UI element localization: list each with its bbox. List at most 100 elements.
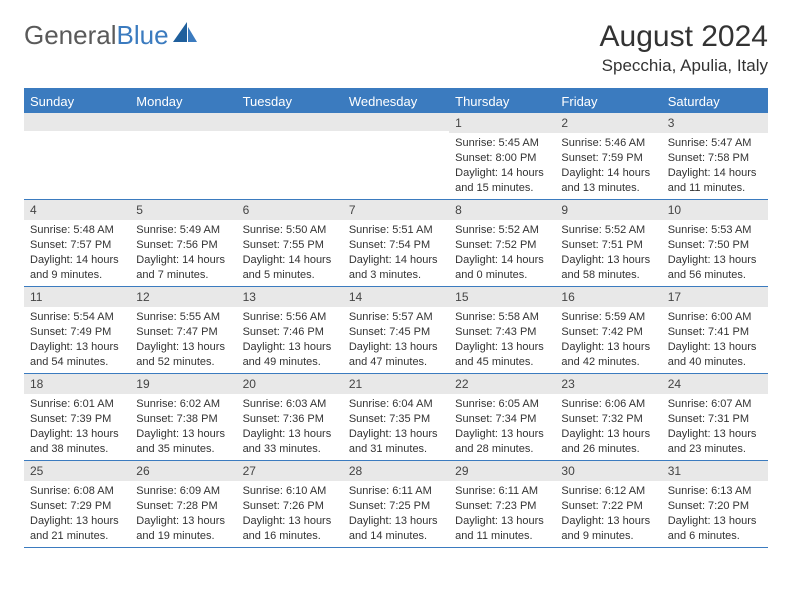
day-number: 2	[555, 113, 661, 133]
weeks-grid: 1Sunrise: 5:45 AMSunset: 8:00 PMDaylight…	[24, 113, 768, 548]
day-line: Daylight: 13 hours and 9 minutes.	[561, 514, 655, 544]
day-line: Daylight: 13 hours and 16 minutes.	[243, 514, 337, 544]
day-body: Sunrise: 6:00 AMSunset: 7:41 PMDaylight:…	[662, 307, 768, 372]
day-line: Sunset: 8:00 PM	[455, 151, 549, 166]
day-line: Sunset: 7:39 PM	[30, 412, 124, 427]
day-line: Daylight: 13 hours and 21 minutes.	[30, 514, 124, 544]
day-number: 14	[343, 287, 449, 307]
day-body: Sunrise: 5:59 AMSunset: 7:42 PMDaylight:…	[555, 307, 661, 372]
day-body: Sunrise: 5:52 AMSunset: 7:52 PMDaylight:…	[449, 220, 555, 285]
day-cell: 18Sunrise: 6:01 AMSunset: 7:39 PMDayligh…	[24, 374, 130, 460]
day-number: 18	[24, 374, 130, 394]
day-line: Daylight: 14 hours and 9 minutes.	[30, 253, 124, 283]
day-number: 29	[449, 461, 555, 481]
day-line: Sunset: 7:49 PM	[30, 325, 124, 340]
day-number: 8	[449, 200, 555, 220]
day-body: Sunrise: 6:10 AMSunset: 7:26 PMDaylight:…	[237, 481, 343, 546]
day-line: Sunrise: 6:08 AM	[30, 484, 124, 499]
day-body: Sunrise: 5:45 AMSunset: 8:00 PMDaylight:…	[449, 133, 555, 198]
day-body: Sunrise: 6:02 AMSunset: 7:38 PMDaylight:…	[130, 394, 236, 459]
day-line: Sunset: 7:43 PM	[455, 325, 549, 340]
day-line: Daylight: 13 hours and 38 minutes.	[30, 427, 124, 457]
day-number: 6	[237, 200, 343, 220]
day-body	[24, 131, 130, 137]
day-line: Daylight: 13 hours and 49 minutes.	[243, 340, 337, 370]
day-line: Sunset: 7:46 PM	[243, 325, 337, 340]
day-body: Sunrise: 6:07 AMSunset: 7:31 PMDaylight:…	[662, 394, 768, 459]
day-line: Sunset: 7:32 PM	[561, 412, 655, 427]
day-number: 10	[662, 200, 768, 220]
day-line: Sunrise: 6:11 AM	[349, 484, 443, 499]
day-number: 16	[555, 287, 661, 307]
day-header: Monday	[130, 90, 236, 113]
day-body	[343, 131, 449, 137]
day-number: 24	[662, 374, 768, 394]
day-line: Daylight: 14 hours and 15 minutes.	[455, 166, 549, 196]
day-body	[130, 131, 236, 137]
day-line: Daylight: 13 hours and 45 minutes.	[455, 340, 549, 370]
week-row: 11Sunrise: 5:54 AMSunset: 7:49 PMDayligh…	[24, 287, 768, 374]
day-number: 27	[237, 461, 343, 481]
day-header: Sunday	[24, 90, 130, 113]
day-number: 3	[662, 113, 768, 133]
day-body	[237, 131, 343, 137]
day-cell: 28Sunrise: 6:11 AMSunset: 7:25 PMDayligh…	[343, 461, 449, 547]
day-line: Daylight: 13 hours and 14 minutes.	[349, 514, 443, 544]
day-header: Saturday	[662, 90, 768, 113]
day-cell: 16Sunrise: 5:59 AMSunset: 7:42 PMDayligh…	[555, 287, 661, 373]
day-line: Sunrise: 6:00 AM	[668, 310, 762, 325]
day-line: Daylight: 13 hours and 31 minutes.	[349, 427, 443, 457]
day-line: Daylight: 13 hours and 42 minutes.	[561, 340, 655, 370]
day-line: Sunset: 7:38 PM	[136, 412, 230, 427]
day-line: Sunset: 7:59 PM	[561, 151, 655, 166]
day-line: Daylight: 13 hours and 23 minutes.	[668, 427, 762, 457]
day-line: Sunset: 7:34 PM	[455, 412, 549, 427]
day-line: Sunrise: 6:05 AM	[455, 397, 549, 412]
day-line: Sunrise: 5:54 AM	[30, 310, 124, 325]
header: GeneralBlue August 2024 Specchia, Apulia…	[24, 20, 768, 76]
day-number: 28	[343, 461, 449, 481]
logo-text-blue: Blue	[117, 20, 169, 51]
day-number: 12	[130, 287, 236, 307]
day-cell: 21Sunrise: 6:04 AMSunset: 7:35 PMDayligh…	[343, 374, 449, 460]
day-line: Sunset: 7:57 PM	[30, 238, 124, 253]
day-line: Sunrise: 5:52 AM	[455, 223, 549, 238]
day-body: Sunrise: 5:53 AMSunset: 7:50 PMDaylight:…	[662, 220, 768, 285]
day-number: 4	[24, 200, 130, 220]
day-line: Daylight: 14 hours and 3 minutes.	[349, 253, 443, 283]
day-number	[237, 113, 343, 131]
day-cell: 5Sunrise: 5:49 AMSunset: 7:56 PMDaylight…	[130, 200, 236, 286]
day-line: Sunrise: 5:47 AM	[668, 136, 762, 151]
day-body: Sunrise: 5:47 AMSunset: 7:58 PMDaylight:…	[662, 133, 768, 198]
day-line: Sunset: 7:54 PM	[349, 238, 443, 253]
day-body: Sunrise: 6:03 AMSunset: 7:36 PMDaylight:…	[237, 394, 343, 459]
day-line: Sunrise: 5:57 AM	[349, 310, 443, 325]
day-line: Sunset: 7:22 PM	[561, 499, 655, 514]
day-header: Thursday	[449, 90, 555, 113]
day-cell: 26Sunrise: 6:09 AMSunset: 7:28 PMDayligh…	[130, 461, 236, 547]
day-number: 23	[555, 374, 661, 394]
day-line: Daylight: 13 hours and 6 minutes.	[668, 514, 762, 544]
day-cell: 4Sunrise: 5:48 AMSunset: 7:57 PMDaylight…	[24, 200, 130, 286]
day-line: Sunset: 7:29 PM	[30, 499, 124, 514]
day-line: Daylight: 13 hours and 28 minutes.	[455, 427, 549, 457]
day-line: Sunset: 7:28 PM	[136, 499, 230, 514]
day-line: Daylight: 13 hours and 54 minutes.	[30, 340, 124, 370]
day-cell: 2Sunrise: 5:46 AMSunset: 7:59 PMDaylight…	[555, 113, 661, 199]
day-cell: 17Sunrise: 6:00 AMSunset: 7:41 PMDayligh…	[662, 287, 768, 373]
day-cell: 29Sunrise: 6:11 AMSunset: 7:23 PMDayligh…	[449, 461, 555, 547]
day-line: Daylight: 13 hours and 19 minutes.	[136, 514, 230, 544]
title-block: August 2024 Specchia, Apulia, Italy	[600, 20, 768, 76]
day-body: Sunrise: 6:05 AMSunset: 7:34 PMDaylight:…	[449, 394, 555, 459]
day-body: Sunrise: 5:51 AMSunset: 7:54 PMDaylight:…	[343, 220, 449, 285]
day-number	[130, 113, 236, 131]
day-line: Daylight: 13 hours and 35 minutes.	[136, 427, 230, 457]
day-line: Sunset: 7:45 PM	[349, 325, 443, 340]
day-line: Daylight: 13 hours and 33 minutes.	[243, 427, 337, 457]
week-row: 4Sunrise: 5:48 AMSunset: 7:57 PMDaylight…	[24, 200, 768, 287]
day-line: Sunrise: 5:50 AM	[243, 223, 337, 238]
logo-text-general: General	[24, 20, 117, 51]
day-cell	[237, 113, 343, 199]
day-header: Tuesday	[237, 90, 343, 113]
day-line: Sunset: 7:52 PM	[455, 238, 549, 253]
